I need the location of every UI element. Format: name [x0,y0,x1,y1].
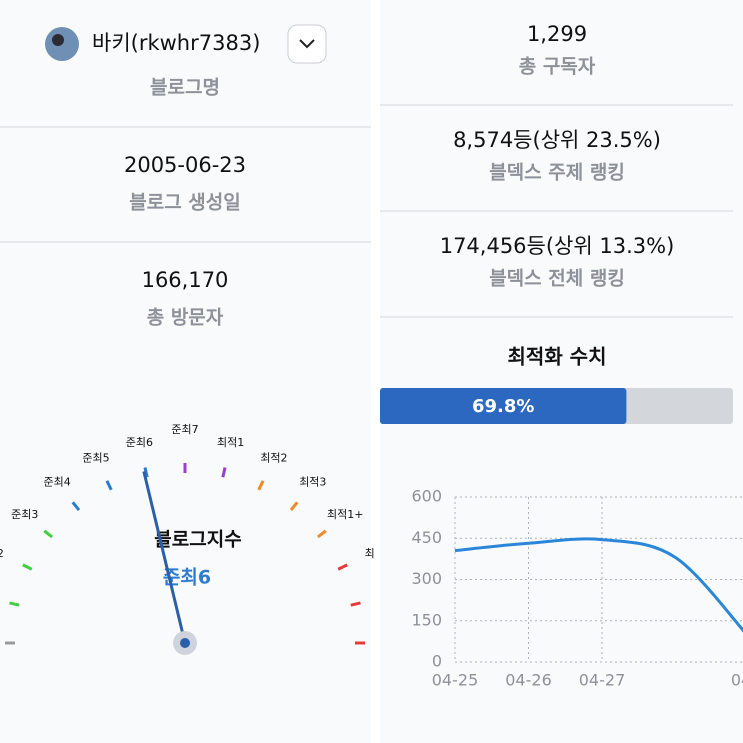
x-tick-label: 04-27 [579,671,626,690]
stat-label: 블덱스 전체 랭킹 [489,268,625,290]
y-tick-label: 300 [411,569,442,588]
chevron [299,39,315,49]
x-tick-label: 04-26 [505,671,552,690]
avatar-detail [52,34,64,46]
gauge-label: 최적1+ [327,508,363,521]
stat-label: 블덱스 주제 랭킹 [489,162,625,184]
stat-label: 총 구독자 [519,56,596,78]
gauge-tick [257,480,265,491]
gauge-label: 준최4 [44,476,71,489]
gauge-tick [316,529,327,539]
gauge-tick [105,480,113,491]
gauge-label: 준최6 [126,436,153,449]
gauge-tick [221,467,227,478]
gauge-label: 준최3 [11,508,38,521]
gauge-needle [142,471,187,644]
gauge-label: 준최7 [171,423,198,436]
gauge-title: 블로그지수 [154,529,241,551]
stat-label: 블로그 생성일 [129,192,241,214]
stat-value: 8,574등(상위 23.5%) [453,128,661,152]
stat-label: 총 방문자 [147,307,224,329]
gauge-tick [337,563,348,571]
line-series [454,537,743,633]
gauge-tick [71,501,81,512]
gauge-tick [143,467,149,478]
gauge-label: 2 [0,547,4,560]
gauge-label: 준최5 [82,451,109,464]
dropdown-button[interactable] [287,24,327,64]
y-tick-label: 450 [411,528,442,547]
stat-value: 174,456등(상위 13.3%) [440,234,675,258]
progress-label: 69.8% [472,396,534,417]
y-tick-label: 150 [411,610,442,629]
stat-value: 166,170 [142,268,229,292]
gauge-label: 최적1 [217,436,244,449]
gauge-label: 최적3 [299,476,326,489]
gauge-tick [22,563,33,571]
left-panel [0,0,371,743]
stat-value: 2005-06-23 [124,153,246,177]
y-tick-label: 0 [432,652,442,671]
section-title: 최적화 수치 [508,345,607,369]
gauge-label: 최 [365,547,375,560]
profile-name[interactable]: 바키(rkwhr7383) [92,31,260,55]
blog-name: 블로그명 [150,77,220,99]
gauge-grade: 준최6 [163,567,211,589]
gauge-tick [289,501,299,512]
x-tick-label: 04-2 [731,671,743,690]
gauge-label: 최적2 [260,451,287,464]
gauge-tick [350,601,361,607]
needle-hub [180,638,190,648]
gauge-tick [43,529,54,539]
x-tick-label: 04-25 [432,671,479,690]
stat-value: 1,299 [527,22,587,46]
gauge-tick [9,601,20,607]
right-panel [380,0,743,743]
y-tick-label: 600 [411,487,442,506]
progress-fill [380,388,627,424]
